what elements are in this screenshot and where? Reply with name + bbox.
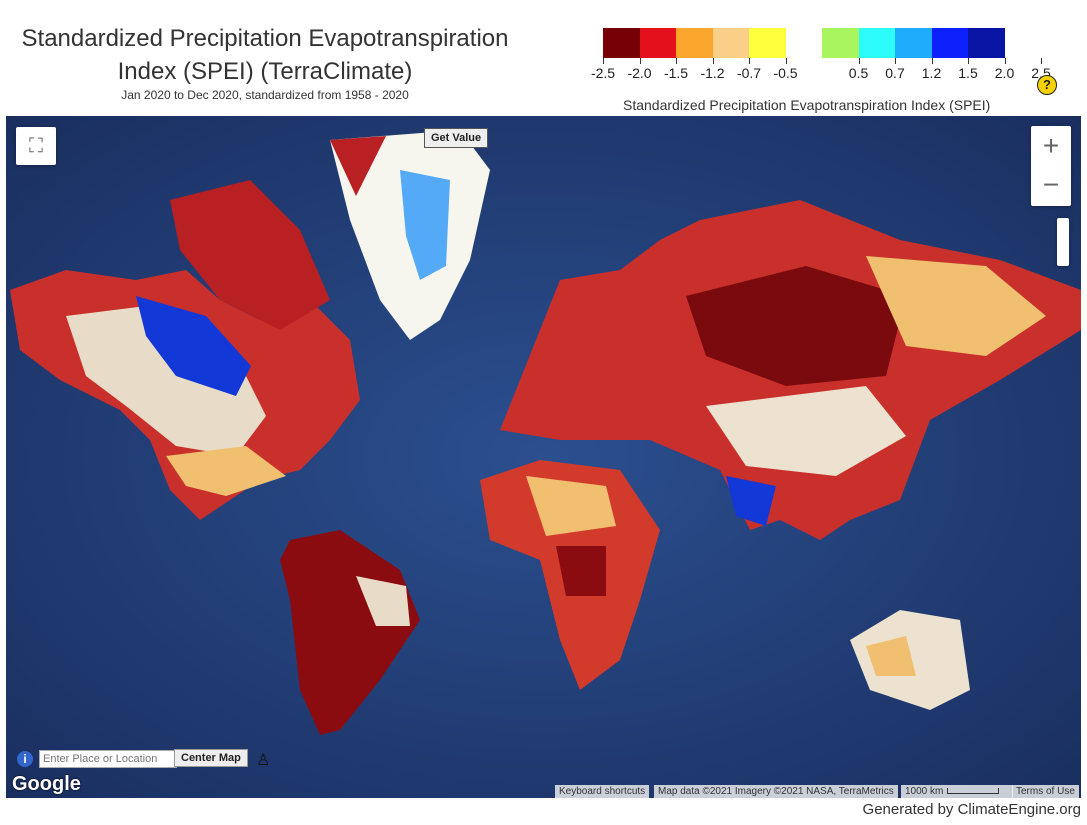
scale-label: 1000 km <box>905 786 944 797</box>
zoom-control: + − <box>1031 126 1071 206</box>
legend-swatch <box>676 28 713 58</box>
subtitle: Jan 2020 to Dec 2020, standardized from … <box>121 88 409 102</box>
legend-tick <box>858 58 860 64</box>
legend-tick <box>712 58 714 64</box>
title-line-2: Index (SPEI) (TerraClimate) <box>117 58 413 85</box>
page-title: Standardized Precipitation Evapotranspir… <box>10 22 520 88</box>
legend-tick <box>931 58 933 64</box>
legend-swatch <box>712 28 749 58</box>
pegman-icon[interactable]: ♙ <box>256 752 271 769</box>
legend-tick <box>749 58 750 64</box>
north-america <box>10 180 360 520</box>
legend-swatch <box>603 28 640 58</box>
eurasia <box>500 200 1081 540</box>
scale-bar[interactable]: 1000 km <box>901 785 1013 798</box>
legend-tick <box>639 58 641 64</box>
zoom-slider[interactable] <box>1057 218 1069 266</box>
legend-tick <box>968 58 969 64</box>
keyboard-shortcuts-link[interactable]: Keyboard shortcuts <box>555 785 650 798</box>
legend-tick-label: -0.7 <box>736 65 762 81</box>
help-icon[interactable]: ? <box>1037 75 1057 95</box>
legend-tick <box>785 58 787 64</box>
info-icon[interactable]: i <box>17 751 33 767</box>
zoom-out-button[interactable]: − <box>1042 169 1060 200</box>
terms-of-use-link[interactable]: Terms of Use <box>1012 785 1079 798</box>
legend-title: Standardized Precipitation Evapotranspir… <box>623 97 991 113</box>
legend-tick-label: -1.2 <box>700 65 725 81</box>
legend-swatch <box>968 28 1005 58</box>
south-america <box>280 530 420 735</box>
legend-tick-label: 2.0 <box>994 65 1015 81</box>
legend-swatch <box>639 28 676 58</box>
legend-tick <box>1041 58 1042 64</box>
africa <box>480 460 660 690</box>
legend-tick-label: -0.5 <box>773 65 798 81</box>
map-view[interactable] <box>6 116 1081 798</box>
legend-tick <box>895 58 896 64</box>
legend-swatch <box>822 28 859 58</box>
legend-tick <box>603 58 604 64</box>
legend-tick-label: 1.2 <box>921 65 942 81</box>
map-canvas <box>6 116 1081 798</box>
center-map-button[interactable]: Center Map <box>174 749 248 767</box>
legend-tick-label: -1.5 <box>663 65 689 81</box>
legend-tick <box>676 58 677 64</box>
google-logo: Google <box>12 773 81 795</box>
legend-tick-label: 0.7 <box>885 65 905 81</box>
legend-tick-label: 0.5 <box>848 65 869 81</box>
legend-tick-label: -2.0 <box>627 65 652 81</box>
legend-tick <box>1004 58 1006 64</box>
legend-swatch <box>895 28 932 58</box>
footer-credit: Generated by ClimateEngine.org <box>862 801 1081 818</box>
fullscreen-icon: ⛶ <box>29 135 43 157</box>
greenland <box>330 130 490 340</box>
legend-swatch <box>858 28 895 58</box>
map-attribution: Map data ©2021 Imagery ©2021 NASA, Terra… <box>654 785 898 798</box>
legend-tick-label: -2.5 <box>590 65 616 81</box>
legend-swatch <box>931 28 968 58</box>
australia <box>850 610 970 710</box>
zoom-in-button[interactable]: + <box>1042 130 1060 161</box>
legend-tick-label: 1.5 <box>958 65 978 81</box>
location-search-input[interactable] <box>39 750 177 768</box>
get-value-button[interactable]: Get Value <box>424 128 489 148</box>
legend-swatch <box>749 28 786 58</box>
title-line-1: Standardized Precipitation Evapotranspir… <box>21 25 509 52</box>
fullscreen-button[interactable]: ⛶ <box>16 127 56 165</box>
legend-swatch <box>785 28 822 58</box>
